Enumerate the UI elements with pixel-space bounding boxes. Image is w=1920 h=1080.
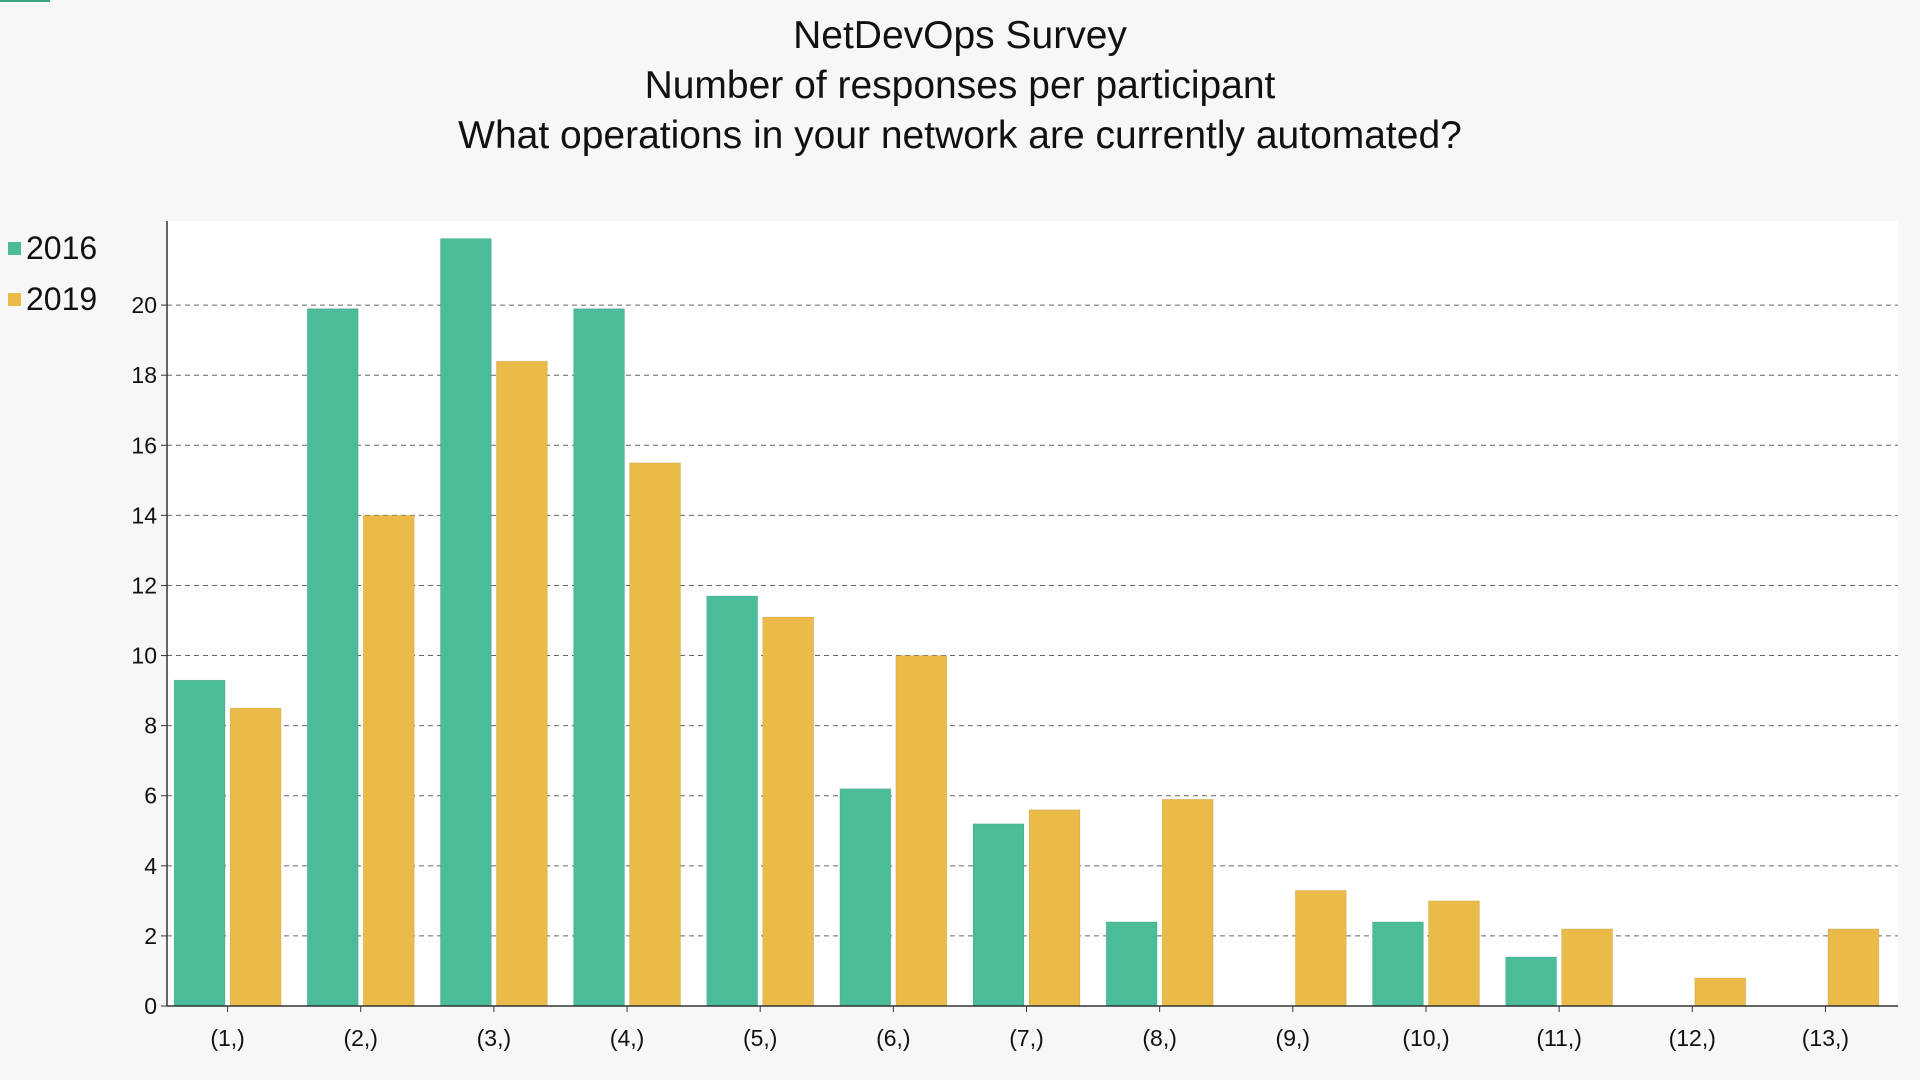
bar-2019-6[interactable]	[895, 655, 948, 1007]
y-tick-label: 4	[144, 853, 157, 879]
y-tick-label: 6	[144, 783, 157, 809]
bar-2016-6[interactable]	[839, 788, 892, 1007]
y-tick-label: 10	[131, 643, 157, 669]
bar-2019-9[interactable]	[1294, 889, 1347, 1007]
bar-2019-2[interactable]	[362, 514, 415, 1007]
corner-mark	[0, 0, 50, 2]
legend-label-2016: 2016	[26, 230, 98, 266]
bar-2016-1[interactable]	[173, 679, 226, 1007]
legend: 2016 2019	[8, 223, 97, 325]
bar-2019-7[interactable]	[1028, 809, 1081, 1007]
x-tick-label: (4,)	[610, 1025, 645, 1051]
y-tick-label: 2	[144, 923, 157, 949]
bar-2019-8[interactable]	[1161, 798, 1214, 1007]
legend-item-2016[interactable]: 2016	[8, 223, 97, 274]
legend-label-2019: 2019	[26, 281, 98, 317]
bar-2016-3[interactable]	[439, 238, 492, 1007]
bar-2019-12[interactable]	[1694, 977, 1747, 1007]
y-tick-label: 12	[131, 572, 157, 598]
x-tick-label: (12,)	[1669, 1025, 1716, 1051]
x-tick-label: (8,)	[1142, 1025, 1177, 1051]
bar-2016-8[interactable]	[1105, 921, 1158, 1007]
x-tick-label: (11,)	[1536, 1025, 1582, 1051]
bar-2016-5[interactable]	[706, 595, 759, 1007]
bar-2016-10[interactable]	[1371, 921, 1424, 1007]
bar-2016-2[interactable]	[306, 308, 359, 1007]
bar-2019-10[interactable]	[1427, 900, 1480, 1007]
y-tick-label: 8	[144, 713, 157, 739]
y-tick-label: 20	[131, 292, 157, 318]
y-tick-label: 18	[131, 362, 157, 388]
x-tick-label: (3,)	[477, 1025, 512, 1051]
bar-2019-11[interactable]	[1561, 928, 1614, 1007]
y-tick-label: 14	[131, 502, 157, 528]
bar-2016-11[interactable]	[1505, 956, 1558, 1007]
y-tick-label: 0	[144, 993, 157, 1019]
chart-title-line-3: What operations in your network are curr…	[458, 114, 1462, 157]
bar-2019-4[interactable]	[629, 462, 682, 1007]
x-tick-label: (5,)	[743, 1025, 778, 1051]
x-tick-label: (13,)	[1802, 1025, 1849, 1051]
y-tick-label: 16	[131, 432, 157, 458]
legend-swatch-2019	[8, 293, 21, 306]
x-tick-label: (10,)	[1402, 1025, 1449, 1051]
bar-2019-1[interactable]	[229, 707, 282, 1007]
legend-item-2019[interactable]: 2019	[8, 274, 97, 325]
x-tick-label: (1,)	[210, 1025, 245, 1051]
chart-title-line-1: NetDevOps Survey	[793, 14, 1127, 57]
x-tick-label: (6,)	[876, 1025, 911, 1051]
legend-swatch-2016	[8, 242, 21, 255]
bar-2016-7[interactable]	[972, 823, 1025, 1007]
x-tick-label: (9,)	[1276, 1025, 1311, 1051]
bar-2019-13[interactable]	[1827, 928, 1880, 1007]
bar-2019-3[interactable]	[495, 360, 548, 1007]
bar-2016-4[interactable]	[573, 308, 626, 1007]
chart-title-line-2: Number of responses per participant	[644, 64, 1276, 107]
x-tick-label: (2,)	[343, 1025, 378, 1051]
x-tick-label: (7,)	[1009, 1025, 1044, 1051]
bar-2019-5[interactable]	[762, 616, 815, 1007]
